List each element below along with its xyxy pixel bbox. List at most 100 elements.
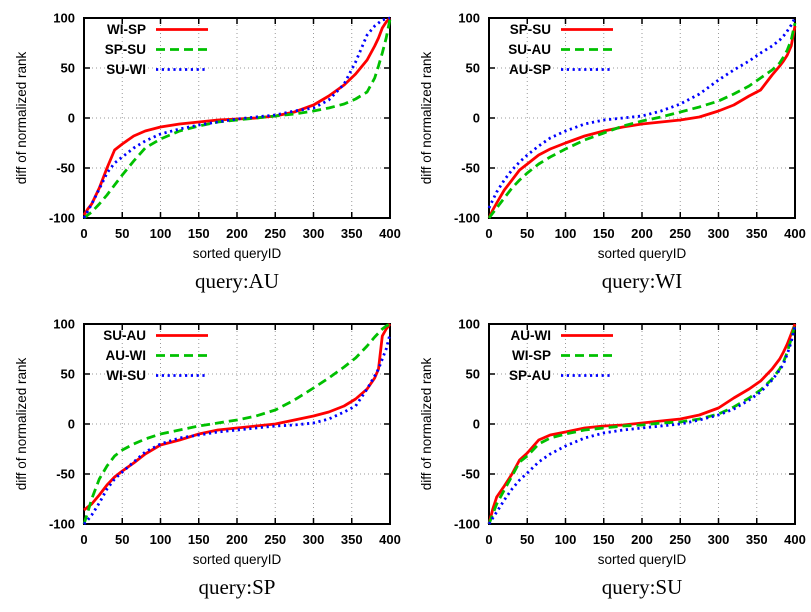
y-tick-label: -50 (56, 161, 75, 176)
line-chart: 0 50 100 150 200 250 300 350 400 -100 -50 0 50 100 sor… (419, 317, 806, 568)
legend-label-au-wi: AU-WI (511, 328, 552, 343)
x-tick-label: 100 (150, 226, 172, 241)
x-tick-label: 350 (341, 532, 363, 547)
x-tick-label: 250 (264, 226, 286, 241)
x-tick-label: 0 (80, 226, 87, 241)
legend-label-au-sp: AU-SP (509, 62, 551, 77)
y-tick-label: -50 (461, 161, 480, 176)
legend-label-su-wi: SU-WI (106, 62, 146, 77)
chart-caption-query-au: query:AU (195, 269, 279, 293)
y-tick-label: 100 (458, 11, 480, 26)
x-tick-label: 0 (485, 226, 492, 241)
legend-label-wi-su: WI-SU (106, 368, 146, 383)
line-chart: 0 50 100 150 200 250 300 350 400 -100 -50 0 50 100 sor… (14, 11, 401, 262)
x-tick-label: 400 (784, 532, 806, 547)
y-tick-label: 50 (61, 61, 75, 76)
series-line-su-au (487, 22, 797, 219)
x-tick-label: 300 (303, 226, 325, 241)
y-tick-label: 0 (473, 111, 480, 126)
chart-canvas-query-su: 0 50 100 150 200 250 300 350 400 -100 -50 0 50 100 sor… (415, 314, 811, 572)
y-tick-label: 50 (466, 61, 480, 76)
chart-caption-query-wi: query:WI (601, 269, 683, 293)
legend-label-sp-su: SP-SU (105, 42, 146, 57)
x-tick-label: 50 (115, 226, 129, 241)
line-chart: 0 50 100 150 200 250 300 350 400 -100 -50 0 50 100 sor… (419, 11, 806, 262)
series-line-au-sp (487, 17, 797, 209)
x-tick-label: 100 (555, 226, 577, 241)
x-tick-label: 150 (188, 226, 210, 241)
x-tick-label: 400 (784, 226, 806, 241)
y-tick-label: 0 (68, 417, 75, 432)
x-tick-label: 200 (631, 226, 653, 241)
chart-caption-query-sp: query:SP (198, 575, 276, 599)
chart-cell-query-sp: 0 50 100 150 200 250 300 350 400 -100 -50 0 50 100 sor… (0, 306, 405, 612)
y-tick-label: -100 (49, 517, 75, 532)
legend-label-sp-au: SP-AU (509, 368, 551, 383)
legend-label-wi-sp: WI-SP (107, 22, 146, 37)
y-tick-label: -50 (461, 467, 480, 482)
x-tick-label: 50 (520, 226, 534, 241)
x-tick-label: 300 (708, 532, 730, 547)
x-tick-label: 100 (555, 532, 577, 547)
series-line-wi-su (82, 333, 392, 525)
x-tick-label: 350 (341, 226, 363, 241)
y-axis-title: diff of normalized rank (419, 357, 434, 490)
legend-label-sp-su: SP-SU (510, 22, 551, 37)
x-tick-label: 50 (520, 532, 534, 547)
x-tick-label: 150 (593, 532, 615, 547)
x-tick-label: 350 (746, 226, 768, 241)
x-tick-label: 200 (631, 532, 653, 547)
chart-canvas-query-wi: 0 50 100 150 200 250 300 350 400 -100 -50 0 50 100 sor… (415, 8, 811, 266)
y-axis-title: diff of normalized rank (14, 357, 29, 490)
x-axis-title: sorted queryID (598, 552, 687, 567)
chart-cell-query-au: 0 50 100 150 200 250 300 350 400 -100 -50 0 50 100 sor… (0, 0, 405, 306)
x-tick-label: 0 (485, 532, 492, 547)
x-tick-label: 400 (379, 532, 401, 547)
x-axis-title: sorted queryID (193, 246, 282, 261)
x-tick-label: 350 (746, 532, 768, 547)
x-tick-label: 150 (188, 532, 210, 547)
y-tick-label: 0 (68, 111, 75, 126)
y-tick-label: -100 (454, 211, 480, 226)
y-tick-label: -50 (56, 467, 75, 482)
y-tick-label: 50 (466, 367, 480, 382)
series-line-wi-sp (487, 323, 797, 525)
x-tick-label: 250 (264, 532, 286, 547)
chart-canvas-query-sp: 0 50 100 150 200 250 300 350 400 -100 -50 0 50 100 sor… (10, 314, 406, 572)
y-tick-label: 0 (473, 417, 480, 432)
legend-label-su-au: SU-AU (103, 328, 146, 343)
x-tick-label: 200 (226, 226, 248, 241)
y-tick-label: -100 (49, 211, 75, 226)
x-tick-label: 300 (303, 532, 325, 547)
y-axis-title: diff of normalized rank (419, 51, 434, 184)
x-tick-label: 250 (669, 226, 691, 241)
x-tick-label: 300 (708, 226, 730, 241)
x-axis-title: sorted queryID (598, 246, 687, 261)
x-tick-label: 50 (115, 532, 129, 547)
series-line-au-wi (82, 322, 391, 525)
series-line-sp-su (83, 18, 392, 220)
y-tick-label: 50 (61, 367, 75, 382)
x-axis-title: sorted queryID (193, 552, 282, 567)
chart-caption-query-su: query:SU (601, 575, 683, 599)
x-tick-label: 400 (379, 226, 401, 241)
x-tick-label: 250 (669, 532, 691, 547)
chart-cell-query-su: 0 50 100 150 200 250 300 350 400 -100 -50 0 50 100 sor… (405, 306, 811, 612)
chart-canvas-query-au: 0 50 100 150 200 250 300 350 400 -100 -50 0 50 100 sor… (10, 8, 406, 266)
y-tick-label: 100 (458, 317, 480, 332)
legend-label-wi-sp: WI-SP (512, 348, 551, 363)
series-line-sp-su (487, 25, 797, 219)
y-axis-title: diff of normalized rank (14, 51, 29, 184)
legend-label-au-wi: AU-WI (106, 348, 147, 363)
legend-label-su-au: SU-AU (508, 42, 551, 57)
x-tick-label: 150 (593, 226, 615, 241)
y-tick-label: 100 (53, 317, 75, 332)
chart-cell-query-wi: 0 50 100 150 200 250 300 350 400 -100 -50 0 50 100 sor… (405, 0, 811, 306)
x-tick-label: 200 (226, 532, 248, 547)
x-tick-label: 100 (150, 532, 172, 547)
x-tick-label: 0 (80, 532, 87, 547)
line-chart: 0 50 100 150 200 250 300 350 400 -100 -50 0 50 100 sor… (14, 317, 401, 568)
y-tick-label: -100 (454, 517, 480, 532)
y-tick-label: 100 (53, 11, 75, 26)
